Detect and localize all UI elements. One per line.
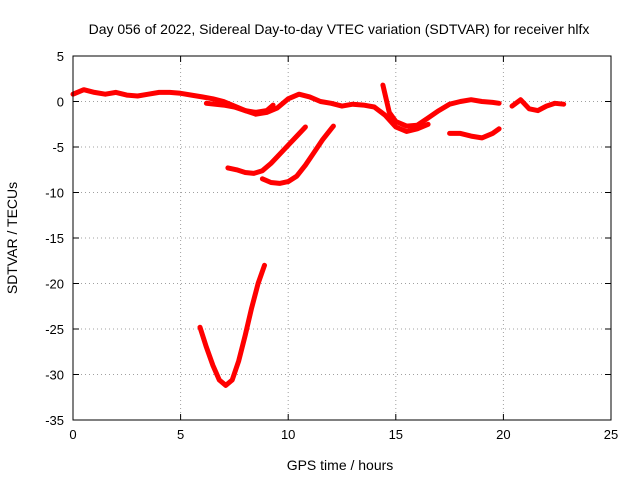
series-arc-h <box>197 262 267 388</box>
series-arc-c <box>380 82 502 129</box>
y-tick-label: -10 <box>45 186 64 201</box>
y-tick-label: -20 <box>45 277 64 292</box>
series-arc-b <box>203 91 431 134</box>
x-tick-label: 0 <box>69 427 76 442</box>
series-arc-e <box>509 97 567 114</box>
x-axis-label: GPS time / hours <box>287 457 394 473</box>
data-series <box>70 82 567 388</box>
x-tick-label: 15 <box>389 427 403 442</box>
y-axis-label: SDTVAR / TECUs <box>4 182 20 294</box>
y-tick-label: -30 <box>45 368 64 383</box>
y-tick-label: -5 <box>52 140 64 155</box>
plot-frame <box>72 55 612 421</box>
chart-title: Day 056 of 2022, Sidereal Day-to-day VTE… <box>89 21 590 37</box>
x-tick-label: 25 <box>604 427 618 442</box>
series-arc-f <box>225 124 308 176</box>
y-tick-label: -15 <box>45 231 64 246</box>
y-tick-label: -25 <box>45 322 64 337</box>
x-tick-label: 5 <box>177 427 184 442</box>
x-tick-label: 20 <box>496 427 510 442</box>
x-tick-label: 10 <box>281 427 295 442</box>
series-arc-g <box>259 123 336 186</box>
y-tick-label: -35 <box>45 413 64 428</box>
y-tick-label: 5 <box>57 49 64 64</box>
series-arc-d <box>447 126 502 141</box>
y-tick-label: 0 <box>57 95 64 110</box>
axis-ticks: 0 5 10 15 20 25 -35 -30 -25 -20 -15 -10 -5 0 5 <box>45 49 618 442</box>
grid-lines <box>73 56 611 420</box>
